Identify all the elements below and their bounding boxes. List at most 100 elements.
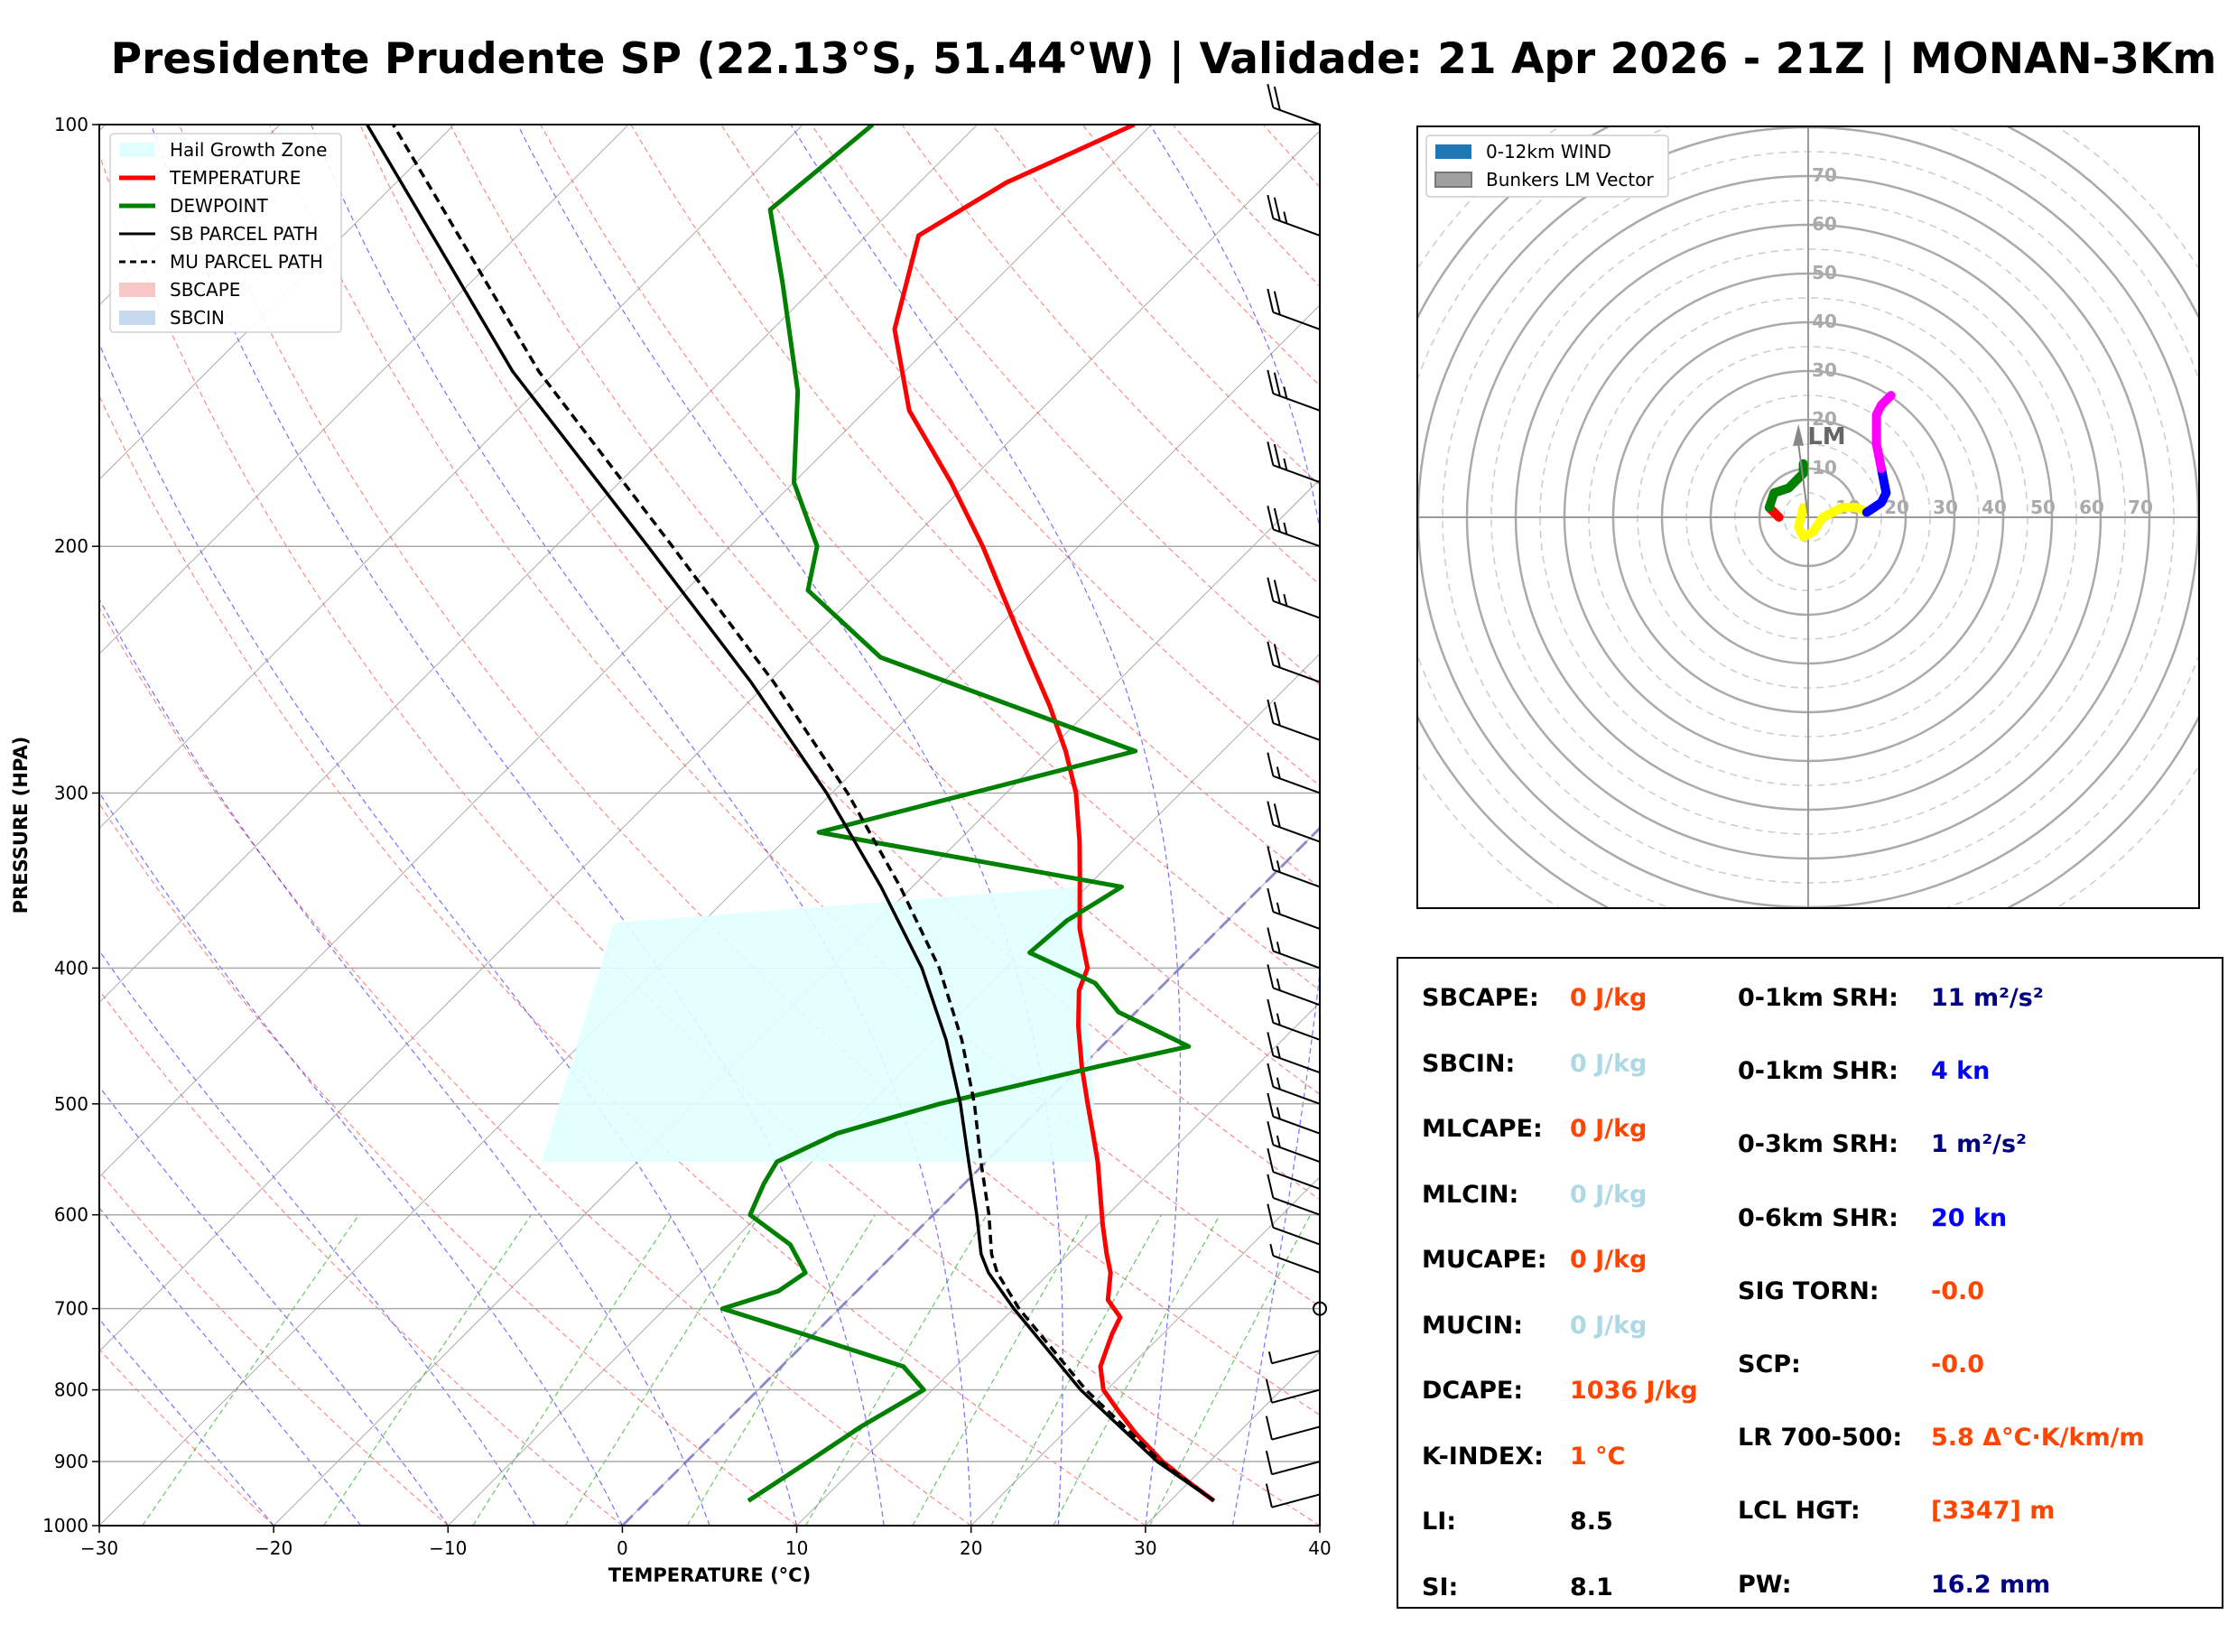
wind-barb-staff [1272,868,1321,888]
x-tick-label: 30 [1134,1537,1156,1559]
wind-barb-flag [1267,369,1275,394]
stat-value: -0.0 [1931,1350,1985,1378]
wind-barb [1267,641,1321,683]
wind-barb [1267,1147,1321,1190]
wind-barb [1267,506,1321,548]
wind-barb-half [1276,766,1281,779]
wind-barb-flag [1273,372,1281,396]
moist-adiabat [99,950,536,1526]
stat-value: [3347] m [1931,1497,2056,1526]
wind-barb-half [1276,1013,1281,1026]
wind-barb-staff [1271,1388,1321,1404]
x-tick-label: 20 [960,1537,982,1559]
wind-barb [1267,441,1321,484]
dry-adiabat [99,803,797,1526]
hodo-ring-label: 30 [1812,359,1837,381]
wind-barb-staff [1272,722,1321,741]
moist-adiabat [99,792,623,1526]
wind-barb-flag [1273,443,1281,469]
stat-value: 0 J/kg [1570,1180,1648,1209]
isotherm [99,304,1320,1526]
stat-value: 8.1 [1570,1573,1613,1601]
legend-swatch [119,283,155,297]
wind-barb-staff [1272,1054,1321,1074]
stat-label: SBCIN: [1422,1049,1516,1078]
stat-value: 16.2 mm [1931,1570,2051,1599]
isotherm [99,125,1153,1178]
wind-barb-staff [1271,1425,1321,1441]
stat-label: SCP: [1738,1350,1801,1378]
wind-barb [1267,1121,1321,1163]
stat-label: 0-3km SRH: [1738,1130,1898,1159]
stat-value: 8.5 [1570,1508,1613,1536]
legend-entry: Hail Growth Zone [170,139,327,161]
legend-swatch [1435,144,1471,159]
stat-value: 5.8 Δ°C·K/km/m [1931,1424,2145,1452]
moist-adiabat [99,342,798,1526]
stat-label: 0-1km SHR: [1738,1057,1898,1086]
dewpoint-line [719,125,1192,1503]
hodo-ring-label: 30 [1933,497,1958,518]
wind-barb-flag [1267,1063,1275,1088]
stat-label: MLCIN: [1422,1180,1519,1209]
wind-barb-staff [1272,528,1321,548]
wind-barb-flag [1267,887,1275,913]
dry-adiabat [811,125,1320,686]
legend-entry: Bunkers LM Vector [1486,169,1655,190]
wind-barb [1267,1063,1321,1105]
wind-barb-flag [1267,927,1275,951]
mixing-ratio-line [1053,1214,1221,1526]
legend-entry: DEWPOINT [170,195,268,217]
wind-barb-flag [1267,1147,1275,1173]
wind-barb-staff [1272,1255,1321,1274]
wind-barb-staff [1272,823,1321,843]
stat-value: 1036 J/kg [1570,1377,1698,1405]
hodo-ring-label: 20 [1812,408,1837,430]
stat-label: SBCAPE: [1422,984,1539,1012]
x-tick-label: 10 [785,1537,808,1559]
isotherm [970,1176,1320,1526]
isotherm [796,1001,1320,1526]
wind-barb-half [1276,1077,1281,1090]
wind-barb-half [1283,386,1288,399]
wind-barb-staff [1272,1226,1321,1246]
wind-barb-flag [1267,441,1275,466]
moist-adiabat [1149,125,1320,1526]
x-tick-label: −10 [429,1537,467,1559]
wind-barb-flag [1265,1415,1273,1440]
wind-barb [1267,194,1321,237]
y-tick-label: 800 [54,1379,88,1401]
wind-barb [1267,1092,1321,1135]
wind-barb-flag [1267,641,1275,666]
wind-barb [1269,1243,1321,1274]
y-tick-label: 1000 [42,1515,88,1536]
hodograph-segment [1794,503,1871,542]
stat-value: 11 m²/s² [1931,984,2044,1012]
wind-barb-staff [1272,1115,1321,1135]
legend-swatch [119,311,155,325]
wind-barb-flag [1267,506,1275,530]
hodo-ring-label: 40 [1982,497,2007,518]
wind-barb-staff [1272,950,1321,970]
bunkers-lm-vector [1797,443,1809,518]
hodo-ring-label: 50 [2030,497,2056,518]
stat-value: 4 kn [1931,1057,1991,1086]
stat-value: 0 J/kg [1570,1049,1648,1078]
wind-barb-half [1267,1351,1273,1364]
moist-adiabat [99,1318,274,1526]
wind-barb [1267,964,1321,1007]
wind-barb [1267,998,1321,1041]
mixing-ratio-line [323,1214,532,1526]
dry-adiabat [99,153,1320,1526]
mixing-ratio-line [1149,1214,1312,1526]
wind-barb-staff [1272,599,1321,619]
isotherm [99,125,455,480]
wind-barb-flag [1273,701,1281,726]
moist-adiabat [311,125,972,1526]
wind-barb-flag [1267,1174,1275,1199]
dry-adiabat [720,125,1320,787]
stat-label: K-INDEX: [1422,1442,1544,1471]
wind-barb-flag [1267,83,1275,108]
dry-adiabat [269,125,1320,1307]
wind-barb-staff [1272,393,1321,412]
